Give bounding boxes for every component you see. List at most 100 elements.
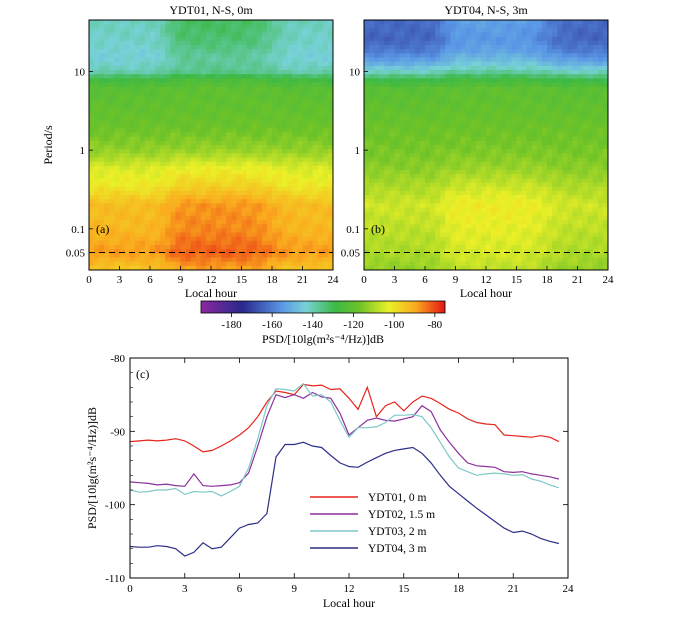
heatmap-cell <box>134 165 141 171</box>
heatmap-cell <box>216 74 222 79</box>
heatmap-cell <box>297 103 304 109</box>
heatmap-cell <box>475 74 482 79</box>
heatmap-cell <box>216 32 222 38</box>
heatmap-cell <box>369 149 375 154</box>
heatmap-cell <box>414 182 421 188</box>
heatmap-cell <box>200 124 207 129</box>
heatmap-cell <box>364 228 370 234</box>
heatmap-cell <box>216 140 222 146</box>
heatmap-cell <box>256 95 263 100</box>
heatmap-cell <box>104 90 110 96</box>
heatmap-cell <box>501 107 507 113</box>
heatmap-cell <box>211 120 217 125</box>
heatmap-cell <box>531 132 538 138</box>
heatmap-cell <box>277 45 283 50</box>
heatmap-cell <box>241 82 248 88</box>
heatmap-cell <box>175 236 182 242</box>
heatmap-cell <box>455 32 462 38</box>
heatmap-cell <box>175 149 182 154</box>
heatmap-cell <box>384 170 391 175</box>
heatmap-cell <box>374 53 380 59</box>
heatmap-cell <box>404 103 411 109</box>
heatmap-cell <box>170 257 177 263</box>
heatmap-cell <box>165 153 171 159</box>
heatmap-cell <box>150 240 156 246</box>
heatmap-cell <box>450 261 457 267</box>
heatmap-cell <box>384 40 391 46</box>
heatmap-cell <box>470 207 477 213</box>
heatmap-cell <box>256 74 263 79</box>
heatmap-cell <box>445 28 452 34</box>
heatmap-cell <box>465 28 472 34</box>
heatmap-cell <box>251 249 258 254</box>
heatmap-cell <box>419 265 426 270</box>
heatmap-cell <box>460 186 467 192</box>
heatmap-cell <box>384 49 391 54</box>
heatmap-cell <box>226 170 232 175</box>
heatmap-cell <box>322 149 329 154</box>
heatmap-cell <box>272 182 278 188</box>
heatmap-cell <box>134 149 141 154</box>
heatmap-cell <box>165 203 171 209</box>
heatmap-cell <box>251 178 258 184</box>
heatmap-cell <box>165 178 171 184</box>
heatmap-cell <box>241 120 248 125</box>
heatmap-cell <box>440 178 446 184</box>
heatmap-cell <box>246 107 253 113</box>
heatmap-cell <box>501 78 507 84</box>
heatmap-cell <box>109 174 116 179</box>
heatmap-cell <box>205 78 212 84</box>
heatmap-cell <box>241 145 248 150</box>
heatmap-cell <box>282 57 288 63</box>
heatmap-cell <box>470 95 477 100</box>
heatmap-cell <box>246 149 253 154</box>
heatmap-cell <box>124 261 131 267</box>
heatmap-cell <box>480 74 487 79</box>
heatmap-cell <box>470 45 477 50</box>
heatmap-cell <box>221 128 227 134</box>
heatmap-cell <box>180 36 187 42</box>
heatmap-cell <box>460 86 467 92</box>
heatmap-cell <box>419 28 426 34</box>
heatmap-cell <box>216 186 222 192</box>
heatmap-cell <box>516 57 523 63</box>
heatmap-cell <box>430 82 436 88</box>
heatmap-cell <box>399 61 406 67</box>
heatmap-cell <box>511 36 518 42</box>
heatmap-cell <box>287 90 293 96</box>
heatmap-cell <box>475 157 482 163</box>
heatmap-cell <box>195 53 202 59</box>
heatmap-cell <box>170 53 177 59</box>
heatmap-cell <box>216 70 222 75</box>
heatmap-cell <box>501 245 507 250</box>
heatmap-cell <box>139 136 146 142</box>
heatmap-cell <box>236 24 243 29</box>
heatmap-cell <box>175 257 182 263</box>
heatmap-cell <box>404 86 411 92</box>
heatmap-cell <box>374 99 380 104</box>
heatmap-cell <box>236 28 243 34</box>
heatmap-cell <box>475 261 482 267</box>
heatmap-cell <box>221 224 227 229</box>
heatmap-cell <box>170 153 177 159</box>
heatmap-cell <box>292 240 299 246</box>
heatmap-cell <box>266 190 273 196</box>
heatmap-cell <box>89 245 95 250</box>
heatmap-cell <box>430 136 436 142</box>
heatmap-cell <box>160 95 166 100</box>
heatmap-cell <box>480 199 487 204</box>
heatmap-cell <box>430 70 436 75</box>
heatmap-cell <box>364 215 370 221</box>
heatmap-cell <box>175 215 182 221</box>
heatmap-cell <box>190 249 197 254</box>
heatmap-cell <box>221 140 227 146</box>
heatmap-cell <box>312 132 319 138</box>
heatmap-cell <box>516 136 523 142</box>
heatmap-cell <box>531 174 538 179</box>
heatmap-cell <box>226 107 232 113</box>
heatmap-cell <box>226 53 232 59</box>
heatmap-cell <box>94 61 100 67</box>
heatmap-cell <box>180 128 187 134</box>
heatmap-cell <box>425 120 431 125</box>
heatmap-cell <box>165 224 171 229</box>
